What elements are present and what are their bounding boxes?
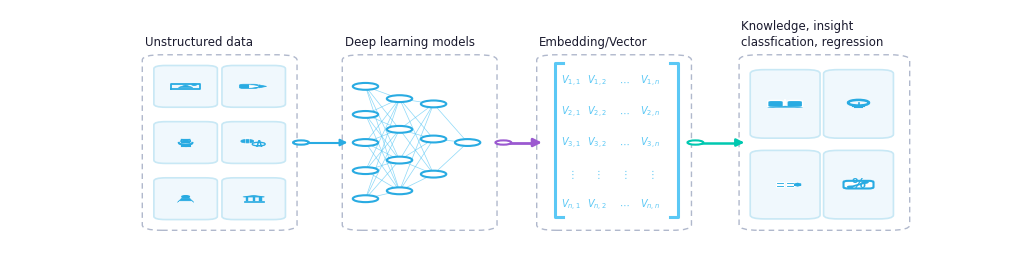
FancyBboxPatch shape xyxy=(241,140,254,143)
Circle shape xyxy=(687,140,703,145)
Circle shape xyxy=(421,100,446,107)
FancyBboxPatch shape xyxy=(181,139,190,143)
FancyBboxPatch shape xyxy=(222,122,286,163)
Text: Unstructured data: Unstructured data xyxy=(144,36,253,49)
Text: $V_{1,n}$: $V_{1,n}$ xyxy=(640,74,660,89)
Circle shape xyxy=(387,157,413,163)
Circle shape xyxy=(353,195,378,202)
Circle shape xyxy=(421,171,446,178)
FancyBboxPatch shape xyxy=(776,185,784,187)
Text: $\cdots$: $\cdots$ xyxy=(618,138,630,148)
Polygon shape xyxy=(250,85,258,88)
Text: $V_{2,2}$: $V_{2,2}$ xyxy=(587,105,607,120)
Circle shape xyxy=(455,139,480,146)
Text: $V_{1,1}$: $V_{1,1}$ xyxy=(561,74,581,89)
Text: Embedding/Vector: Embedding/Vector xyxy=(539,36,648,49)
Text: $V_{3,n}$: $V_{3,n}$ xyxy=(640,136,660,151)
Text: 中: 中 xyxy=(245,137,250,146)
Circle shape xyxy=(193,84,197,85)
Circle shape xyxy=(387,187,413,194)
Polygon shape xyxy=(177,198,194,202)
FancyBboxPatch shape xyxy=(154,122,217,163)
FancyBboxPatch shape xyxy=(786,100,803,107)
FancyBboxPatch shape xyxy=(253,197,255,201)
Text: $V_{2,1}$: $V_{2,1}$ xyxy=(561,105,581,120)
Text: $\vdots$: $\vdots$ xyxy=(621,168,628,181)
FancyBboxPatch shape xyxy=(222,66,286,107)
Circle shape xyxy=(353,83,378,90)
Text: $V_{n,1}$: $V_{n,1}$ xyxy=(561,198,581,213)
FancyBboxPatch shape xyxy=(751,150,820,219)
FancyBboxPatch shape xyxy=(776,182,784,184)
FancyBboxPatch shape xyxy=(786,185,795,187)
Circle shape xyxy=(387,126,413,133)
FancyBboxPatch shape xyxy=(222,178,286,220)
Circle shape xyxy=(848,186,853,188)
Text: $V_{2,n}$: $V_{2,n}$ xyxy=(640,105,660,120)
FancyBboxPatch shape xyxy=(244,201,264,202)
FancyBboxPatch shape xyxy=(823,150,893,219)
Text: $\vdots$: $\vdots$ xyxy=(593,168,601,181)
Text: $\vdots$: $\vdots$ xyxy=(646,168,654,181)
Text: $\cdots$: $\cdots$ xyxy=(618,200,630,210)
Text: $\vdots$: $\vdots$ xyxy=(567,168,574,181)
Text: Deep learning models: Deep learning models xyxy=(345,36,475,49)
Circle shape xyxy=(421,136,446,142)
Polygon shape xyxy=(768,106,803,107)
Circle shape xyxy=(293,140,309,145)
FancyBboxPatch shape xyxy=(823,70,893,138)
Text: $\cdots$: $\cdots$ xyxy=(618,77,630,87)
Circle shape xyxy=(353,111,378,118)
Text: A: A xyxy=(255,140,262,148)
FancyBboxPatch shape xyxy=(154,66,217,107)
FancyBboxPatch shape xyxy=(768,100,783,107)
Text: Knowledge, insight
classfication, regression: Knowledge, insight classfication, regres… xyxy=(741,20,884,49)
FancyBboxPatch shape xyxy=(844,181,873,188)
Circle shape xyxy=(182,196,189,198)
Circle shape xyxy=(353,167,378,174)
Text: %: % xyxy=(852,177,865,191)
FancyBboxPatch shape xyxy=(751,70,820,138)
Text: $\cdots$: $\cdots$ xyxy=(618,108,630,118)
FancyBboxPatch shape xyxy=(246,197,248,201)
Circle shape xyxy=(862,182,867,183)
FancyBboxPatch shape xyxy=(259,197,261,201)
Text: $V_{1,2}$: $V_{1,2}$ xyxy=(587,74,607,89)
FancyBboxPatch shape xyxy=(154,178,217,220)
Circle shape xyxy=(387,95,413,102)
Text: $V_{3,2}$: $V_{3,2}$ xyxy=(587,136,607,151)
Polygon shape xyxy=(178,85,193,88)
FancyBboxPatch shape xyxy=(786,182,795,184)
FancyBboxPatch shape xyxy=(240,84,258,88)
Polygon shape xyxy=(243,195,264,197)
Text: $V_{n,n}$: $V_{n,n}$ xyxy=(640,198,660,213)
Polygon shape xyxy=(259,85,266,88)
Circle shape xyxy=(496,140,511,145)
Text: $V_{n,2}$: $V_{n,2}$ xyxy=(587,198,607,213)
FancyBboxPatch shape xyxy=(252,142,265,146)
Circle shape xyxy=(353,139,378,146)
Text: $V_{3,1}$: $V_{3,1}$ xyxy=(561,136,581,151)
Polygon shape xyxy=(795,184,801,185)
